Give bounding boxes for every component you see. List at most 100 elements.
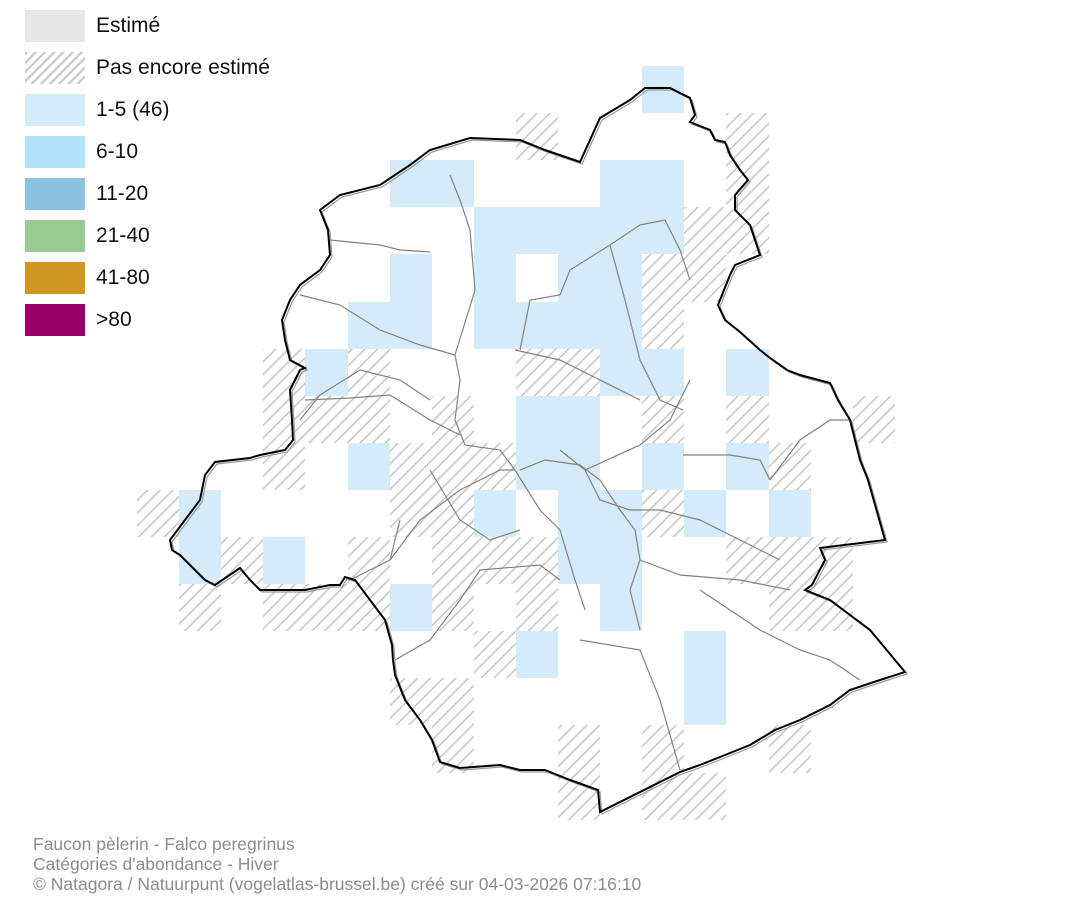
grid-cell-1-5 bbox=[769, 490, 811, 537]
commune-boundary bbox=[429, 469, 521, 541]
grid-cell-1-5 bbox=[474, 254, 516, 302]
legend-swatch bbox=[25, 94, 85, 126]
grid-cell-1-5 bbox=[474, 207, 516, 254]
grid-cell-1-5 bbox=[263, 537, 305, 584]
grid-cell-not-estimated bbox=[769, 443, 811, 490]
grid-cell-1-5 bbox=[726, 349, 769, 396]
grid-cell-not-estimated bbox=[263, 584, 305, 631]
grid-cell-not-estimated bbox=[769, 537, 811, 584]
commune-boundary bbox=[699, 589, 861, 681]
copyright-credit: © Natagora / Natuurpunt (vogelatlas-brus… bbox=[33, 874, 642, 894]
grid-cell-not-estimated bbox=[432, 443, 474, 490]
legend-item-6-10: 6-10 bbox=[25, 131, 270, 173]
grid-cell-1-5 bbox=[600, 160, 642, 207]
commune-boundary bbox=[584, 469, 781, 561]
commune-boundary bbox=[329, 239, 431, 253]
grid-cell-not-estimated bbox=[516, 584, 558, 631]
grid-cell-not-estimated bbox=[179, 584, 221, 631]
legend-swatch bbox=[25, 178, 85, 210]
commune-boundary bbox=[454, 354, 516, 471]
grid-cells bbox=[137, 66, 895, 820]
commune-boundary bbox=[559, 379, 691, 471]
grid-cell-not-estimated bbox=[684, 254, 726, 302]
grid-cell-1-5 bbox=[390, 254, 432, 302]
grid-cell-not-estimated bbox=[516, 537, 558, 584]
grid-cell-not-estimated bbox=[726, 160, 769, 207]
legend-label: 41-80 bbox=[96, 266, 150, 289]
commune-boundaries bbox=[299, 174, 861, 771]
legend-swatch bbox=[25, 10, 85, 42]
grid-cell-not-estimated bbox=[432, 584, 474, 631]
grid-cell-1-5 bbox=[516, 396, 558, 443]
grid-cell-1-5 bbox=[558, 490, 600, 537]
legend-label: 11-20 bbox=[96, 182, 149, 205]
legend-swatch bbox=[25, 262, 85, 294]
grid-cell-not-estimated bbox=[642, 725, 684, 773]
legend-item-not-yet-estimated: Pas encore estimé bbox=[25, 47, 270, 89]
legend: Estimé Pas encore estimé 1-5 (46) 6-10 1… bbox=[25, 5, 270, 341]
legend-item-11-20: 11-20 bbox=[25, 173, 270, 215]
grid-cell-1-5 bbox=[558, 254, 600, 302]
grid-cell-not-estimated bbox=[305, 396, 348, 443]
grid-cell-1-5 bbox=[600, 490, 642, 537]
grid-cell-1-5 bbox=[600, 537, 642, 584]
commune-boundary bbox=[449, 174, 476, 356]
legend-label: 21-40 bbox=[96, 224, 150, 247]
grid-cell-not-estimated bbox=[474, 443, 516, 490]
legend-label: >80 bbox=[96, 308, 132, 331]
commune-boundary bbox=[304, 394, 461, 436]
legend-swatch bbox=[25, 52, 85, 84]
grid-cell-1-5 bbox=[726, 443, 769, 490]
grid-cell-1-5 bbox=[642, 443, 684, 490]
region-outline bbox=[168, 87, 907, 814]
commune-boundary bbox=[299, 294, 456, 356]
grid-cell-not-estimated bbox=[642, 302, 684, 349]
grid-cell-not-estimated bbox=[726, 537, 769, 584]
grid-cell-not-estimated bbox=[390, 678, 432, 725]
commune-boundary bbox=[609, 244, 684, 411]
grid-cell-1-5 bbox=[305, 349, 348, 396]
grid-cell-1-5 bbox=[390, 584, 432, 631]
grid-cell-not-estimated bbox=[726, 207, 769, 254]
grid-cell-not-estimated bbox=[432, 537, 474, 584]
commune-boundary bbox=[683, 454, 771, 481]
commune-boundary bbox=[579, 639, 681, 771]
grid-cell-not-estimated bbox=[558, 773, 600, 820]
grid-cell-not-estimated bbox=[853, 396, 895, 443]
legend-label: Pas encore estimé bbox=[96, 56, 270, 79]
grid-cell-not-estimated bbox=[558, 725, 600, 773]
grid-cell-not-estimated bbox=[684, 773, 726, 820]
grid-cell-1-5 bbox=[600, 584, 642, 631]
legend-item-over-80: >80 bbox=[25, 299, 270, 341]
grid-cell-not-estimated bbox=[474, 537, 516, 584]
grid-cell-1-5 bbox=[684, 678, 726, 725]
grid-cell-not-estimated bbox=[642, 254, 684, 302]
species-title: Faucon pèlerin - Falco peregrinus bbox=[33, 834, 295, 854]
grid-cell-not-estimated bbox=[642, 396, 684, 443]
legend-label: 6-10 bbox=[96, 140, 139, 163]
grid-cell-1-5 bbox=[516, 302, 558, 349]
commune-boundary bbox=[299, 369, 431, 421]
commune-boundary bbox=[389, 469, 515, 561]
grid-cell-1-5 bbox=[516, 207, 558, 254]
commune-boundary bbox=[514, 469, 586, 611]
grid-cell-not-estimated bbox=[432, 678, 474, 725]
legend-item-41-80: 41-80 bbox=[25, 257, 270, 299]
legend-label: 1-5 (46) bbox=[96, 98, 170, 121]
grid-cell-not-estimated bbox=[390, 443, 432, 490]
grid-cell-not-estimated bbox=[516, 349, 558, 396]
legend-swatch bbox=[25, 136, 85, 168]
grid-cell-not-estimated bbox=[137, 490, 179, 537]
grid-cell-1-5 bbox=[600, 349, 642, 396]
grid-cell-not-estimated bbox=[263, 396, 305, 443]
grid-cell-1-5 bbox=[348, 443, 390, 490]
grid-cell-not-estimated bbox=[769, 725, 811, 773]
legend-item-21-40: 21-40 bbox=[25, 215, 270, 257]
grid-cell-not-estimated bbox=[305, 584, 348, 631]
legend-item-1-5: 1-5 (46) bbox=[25, 89, 270, 131]
grid-cell-1-5 bbox=[600, 207, 642, 254]
grid-cell-1-5 bbox=[642, 207, 684, 254]
grid-cell-not-estimated bbox=[684, 207, 726, 254]
grid-cell-not-estimated bbox=[769, 584, 811, 631]
